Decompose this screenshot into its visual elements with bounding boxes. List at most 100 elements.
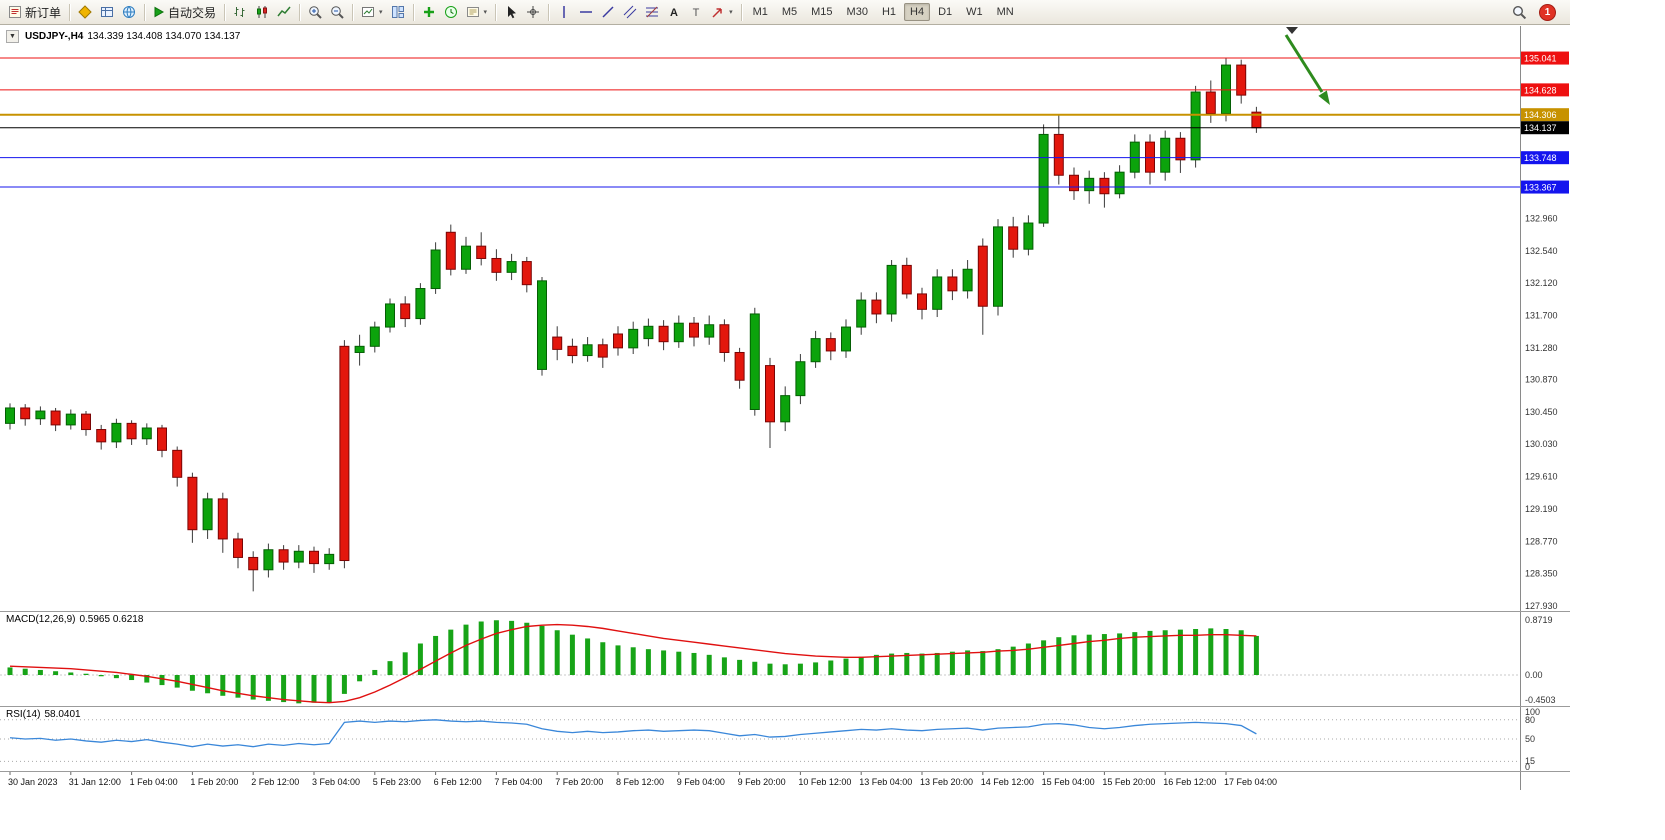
search-icon	[1512, 5, 1527, 20]
candle	[415, 283, 426, 325]
fibonacci-button[interactable]	[641, 1, 663, 23]
price-tick-label: 128.350	[1525, 569, 1558, 579]
candle	[339, 340, 350, 569]
candle	[263, 543, 274, 578]
notification-badge[interactable]: 1	[1539, 3, 1556, 21]
candle-body-up	[537, 280, 547, 370]
candle-body-up	[263, 549, 274, 571]
candle-body-up	[430, 249, 441, 290]
vertical-line-button[interactable]	[553, 1, 575, 23]
timeframe-button-mn[interactable]: MN	[996, 6, 1014, 18]
candle-body-down	[521, 261, 532, 286]
price-badge-label: 133.748	[1524, 153, 1557, 163]
timeframe-button-h1[interactable]: H1	[881, 6, 897, 18]
toolbar-separator	[352, 3, 354, 21]
new-order-button[interactable]: 新订单	[4, 1, 65, 23]
price-badge-label: 134.628	[1524, 85, 1557, 95]
toolbar-buttons: 新订单 自动交易 ▾ ▾ A T ▾ M1 M5 M15 M30 H1 H4 D1 W1 MN	[4, 0, 1021, 24]
timeframe-button-m1[interactable]: M1	[752, 6, 768, 18]
candle-body-up	[643, 325, 654, 340]
label-button[interactable]: T	[685, 1, 707, 23]
candle-body-up	[1023, 222, 1034, 250]
navigator-button[interactable]	[118, 1, 140, 23]
crosshair-button[interactable]	[522, 1, 544, 23]
candle	[628, 321, 639, 355]
candle	[1099, 172, 1110, 208]
candle	[96, 424, 107, 450]
timeframe-button-d1[interactable]: D1	[938, 6, 953, 18]
candle	[810, 330, 821, 368]
candle-body-up	[385, 303, 395, 328]
timeframe-button-h4[interactable]: H4	[904, 3, 931, 21]
channel-button[interactable]	[619, 1, 641, 23]
data-window-button[interactable]	[96, 1, 118, 23]
main-chart-pane[interactable]: 135.041 134.628 134.306 134.137 133.748 133.3…	[0, 26, 1570, 611]
bar-chart-icon	[233, 5, 247, 19]
zoom-out-button[interactable]	[326, 1, 348, 23]
timeframe-button-w1[interactable]: W1	[966, 6, 983, 18]
pane-divider[interactable]	[0, 706, 1570, 707]
candle	[157, 424, 167, 458]
horizontal-line-button[interactable]	[575, 1, 597, 23]
macd-signal-line	[9, 623, 1257, 704]
autotrading-button[interactable]: 自动交易	[149, 1, 220, 23]
candlestick-chart-button[interactable]	[251, 1, 273, 23]
candle-body-up	[962, 268, 973, 292]
candle	[795, 354, 806, 405]
periods-button[interactable]	[440, 1, 462, 23]
candle	[461, 236, 471, 274]
candle-body-up	[704, 324, 715, 338]
zoom-in-button[interactable]	[304, 1, 326, 23]
candle	[643, 318, 654, 347]
candle-body-up	[841, 326, 851, 352]
indicators-button[interactable]	[418, 1, 440, 23]
timeframe-button-m15[interactable]: M15	[811, 6, 833, 18]
trend-arrow-annotation[interactable]	[1284, 34, 1330, 105]
time-axis[interactable]: 30 Jan 2023 31 Jan 12:00 1 Feb 04:00 1 Feb …	[0, 772, 1570, 790]
candle	[293, 545, 304, 569]
timeframe-button-m30[interactable]: M30	[846, 6, 868, 18]
candle-body-down	[917, 293, 927, 310]
candle-body-down	[491, 257, 502, 273]
rsi-scale-label: 50	[1525, 734, 1535, 744]
price-tick-label: 127.930	[1525, 601, 1558, 611]
line-chart-button[interactable]	[273, 1, 295, 23]
search-button[interactable]	[1508, 1, 1531, 23]
candle-body-down	[187, 476, 198, 531]
horizontal-line-icon	[579, 5, 593, 19]
cursor-button[interactable]	[500, 1, 522, 23]
templates-button[interactable]: ▾	[462, 1, 492, 23]
new-chart-button[interactable]: ▾	[357, 1, 387, 23]
arrows-button[interactable]: ▾	[707, 1, 737, 23]
text-button[interactable]: A	[663, 1, 685, 23]
candle-body-up	[780, 395, 791, 423]
price-badge	[1521, 83, 1569, 97]
dropdown-caret-icon: ▾	[483, 9, 488, 16]
indicators-icon	[422, 5, 436, 19]
rsi-scale-label: 80	[1525, 715, 1535, 725]
tile-windows-button[interactable]	[387, 1, 409, 23]
time-axis-label: 5 Feb 23:00	[373, 777, 421, 787]
symbol-dropdown-icon[interactable]: ▼	[6, 30, 19, 43]
candle	[673, 315, 684, 348]
timeframe-button-m5[interactable]: M5	[781, 6, 798, 18]
candle	[400, 296, 411, 328]
candle-body-down	[96, 429, 107, 443]
time-axis-label: 7 Feb 04:00	[494, 777, 542, 787]
macd-pane[interactable]: 0.8719 0.00 -0.4503	[0, 612, 1570, 706]
bar-chart-button[interactable]	[229, 1, 251, 23]
candle-body-down	[825, 338, 836, 352]
text-icon: A	[667, 5, 681, 19]
candle-body-down	[233, 538, 243, 558]
crosshair-icon	[526, 5, 540, 19]
pane-divider[interactable]	[0, 611, 1570, 612]
candle-body-up	[628, 328, 639, 349]
trendline-button[interactable]	[597, 1, 619, 23]
candle-body-down	[597, 344, 608, 358]
market-watch-button[interactable]	[74, 1, 96, 23]
mt4-window: 新订单 自动交易 ▾ ▾ A T ▾ M1 M5 M15 M30 H1 H4 D1 W1 MN 1 135.0…	[0, 0, 1570, 790]
candle-body-up	[461, 245, 471, 270]
candle	[172, 446, 183, 487]
candle	[825, 332, 836, 361]
